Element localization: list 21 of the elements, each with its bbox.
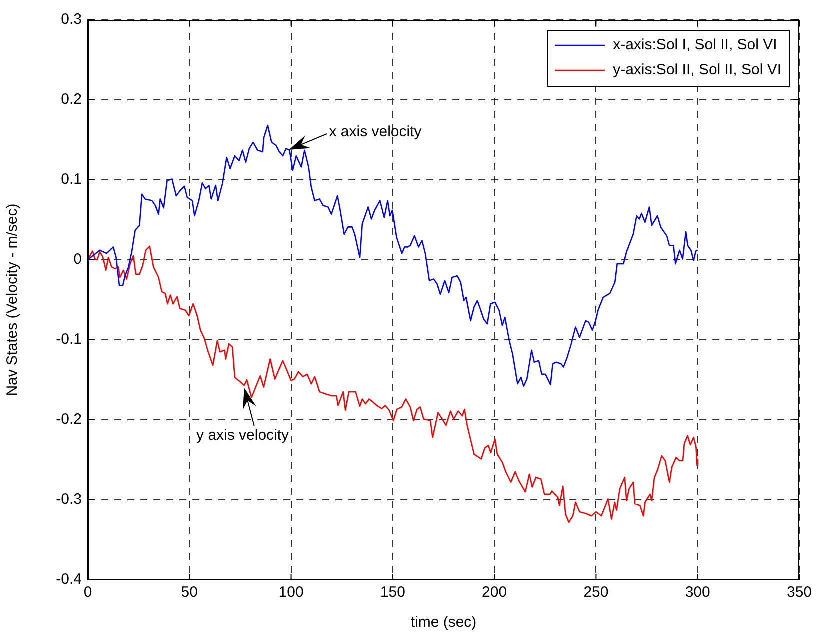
y-tick-label: 0.1 [61,171,82,188]
y-tick-label: 0.3 [61,11,82,28]
y-tick-label: 0.2 [61,91,82,108]
x-tick-label: 250 [584,584,609,602]
y-tick-label: 0 [74,251,82,268]
legend-label: x-axis:Sol I, Sol II, Sol VI [613,36,778,54]
y-tick-label: -0.4 [56,571,82,588]
y-tick-label: -0.3 [56,491,82,508]
x-tick-label: 100 [278,584,304,602]
x-tick-label: 200 [482,584,508,602]
x-tick-label: 150 [380,584,406,602]
x-tick-label: 50 [181,584,198,602]
x-axis-title: time (sec) [410,614,477,632]
x-tick-label: 300 [685,584,710,602]
y-tick-label: -0.1 [56,331,82,348]
legend-label: y-axis:Sol II, Sol II, Sol VI [613,62,782,79]
annotation: y axis velocity [196,427,290,444]
y-tick-label: -0.2 [56,411,82,428]
annotation: x axis velocity [329,124,422,141]
y-axis-title: Nav States (Velocity - m/sec) [4,204,22,396]
x-tick-label: 350 [786,584,812,602]
